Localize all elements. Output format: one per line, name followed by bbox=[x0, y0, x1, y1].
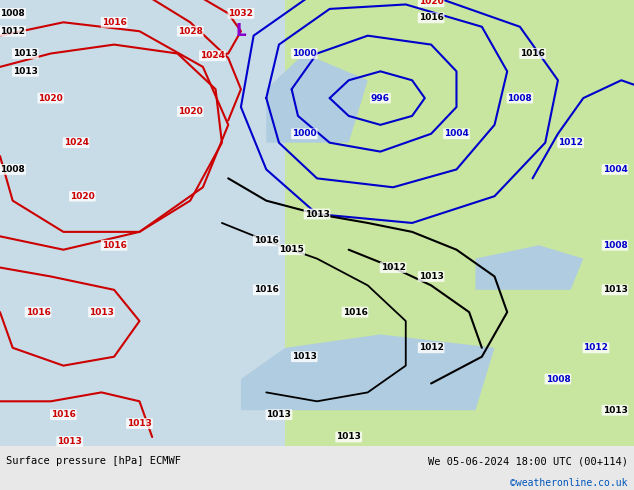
Text: 1008: 1008 bbox=[545, 374, 571, 384]
Text: 1032: 1032 bbox=[228, 9, 254, 18]
Text: We 05-06-2024 18:00 UTC (00+114): We 05-06-2024 18:00 UTC (00+114) bbox=[428, 456, 628, 466]
Text: 1016: 1016 bbox=[254, 236, 279, 245]
Text: 1016: 1016 bbox=[342, 308, 368, 317]
Text: 1013: 1013 bbox=[127, 419, 152, 428]
Text: 1012: 1012 bbox=[418, 343, 444, 352]
Text: 1024: 1024 bbox=[200, 51, 225, 60]
Text: 1016: 1016 bbox=[51, 410, 76, 419]
Text: 1020: 1020 bbox=[70, 192, 95, 201]
Text: 1016: 1016 bbox=[25, 308, 51, 317]
Text: 1013: 1013 bbox=[89, 308, 114, 317]
Text: 1013: 1013 bbox=[13, 67, 38, 76]
Text: 1020: 1020 bbox=[38, 94, 63, 102]
Text: 1012: 1012 bbox=[583, 343, 609, 352]
Text: ©weatheronline.co.uk: ©weatheronline.co.uk bbox=[510, 478, 628, 489]
Text: 1013: 1013 bbox=[336, 433, 361, 441]
Text: 1016: 1016 bbox=[418, 13, 444, 23]
Text: 1020: 1020 bbox=[418, 0, 444, 6]
Text: 1013: 1013 bbox=[418, 272, 444, 281]
Text: 1013: 1013 bbox=[304, 210, 330, 219]
Text: 1013: 1013 bbox=[292, 352, 317, 361]
Text: 1013: 1013 bbox=[13, 49, 38, 58]
Text: 1008: 1008 bbox=[602, 241, 628, 250]
Polygon shape bbox=[476, 245, 583, 290]
Text: 1016: 1016 bbox=[101, 18, 127, 27]
Text: 1012: 1012 bbox=[558, 138, 583, 147]
Text: 996: 996 bbox=[371, 94, 390, 102]
Text: 1020: 1020 bbox=[178, 107, 203, 116]
Text: 1013: 1013 bbox=[602, 406, 628, 415]
Text: 1024: 1024 bbox=[63, 138, 89, 147]
Text: 1013: 1013 bbox=[57, 437, 82, 446]
Polygon shape bbox=[0, 0, 285, 446]
Polygon shape bbox=[266, 53, 368, 143]
Text: 1016: 1016 bbox=[520, 49, 545, 58]
Text: 1008: 1008 bbox=[507, 94, 533, 102]
Text: Surface pressure [hPa] ECMWF: Surface pressure [hPa] ECMWF bbox=[6, 456, 181, 466]
Text: 1004: 1004 bbox=[602, 165, 628, 174]
Polygon shape bbox=[241, 334, 495, 410]
Text: 1012: 1012 bbox=[0, 27, 25, 36]
Polygon shape bbox=[222, 0, 634, 446]
Text: 1013: 1013 bbox=[266, 410, 292, 419]
Text: L: L bbox=[236, 22, 246, 40]
Text: 1013: 1013 bbox=[602, 285, 628, 294]
Text: 1004: 1004 bbox=[444, 129, 469, 138]
Text: 1000: 1000 bbox=[292, 49, 316, 58]
Text: 1016: 1016 bbox=[101, 241, 127, 250]
Text: 1008: 1008 bbox=[0, 165, 25, 174]
Text: 1012: 1012 bbox=[380, 263, 406, 272]
Text: 1015: 1015 bbox=[279, 245, 304, 254]
Text: 1008: 1008 bbox=[0, 9, 25, 18]
Text: 1000: 1000 bbox=[292, 129, 316, 138]
Text: 1028: 1028 bbox=[178, 27, 203, 36]
Text: 1016: 1016 bbox=[254, 285, 279, 294]
